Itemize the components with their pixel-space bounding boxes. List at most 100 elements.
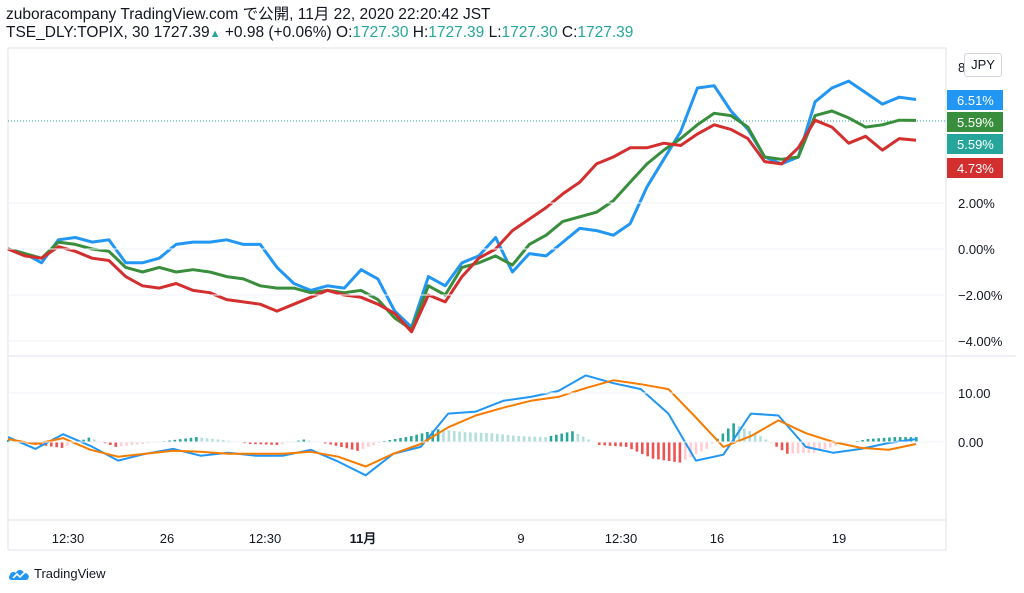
value-tag-label: 6.51% xyxy=(957,93,994,108)
value-tag-label: 5.59% xyxy=(957,137,994,152)
histogram-bar xyxy=(898,437,902,442)
histogram-bar xyxy=(823,442,827,450)
x-tick-label: 16 xyxy=(710,531,724,546)
histogram-bar xyxy=(555,434,558,442)
histogram-bar xyxy=(307,440,311,442)
chart-publish-line: zuboracompany TradingView.com で公開, 11月 2… xyxy=(6,6,491,24)
histogram-bar xyxy=(608,442,612,446)
histogram-bar xyxy=(281,442,284,444)
histogram-bar xyxy=(667,442,671,462)
histogram-bar xyxy=(657,442,660,460)
histogram-bar xyxy=(786,442,789,454)
histogram-bar xyxy=(135,442,139,445)
histogram-bar xyxy=(721,433,725,442)
histogram-bar xyxy=(700,442,703,452)
x-tick-label: 12:30 xyxy=(605,531,638,546)
histogram-bar xyxy=(872,438,875,442)
macd-axis-ticks: 10.00 0.00 xyxy=(8,386,991,450)
histogram-bar xyxy=(829,442,832,448)
histogram-bar xyxy=(141,442,144,444)
histogram-bar xyxy=(168,440,171,442)
y-tick-label: 2.00% xyxy=(958,196,995,211)
histogram-bar xyxy=(248,442,252,444)
histogram-bar xyxy=(893,437,897,442)
histogram-bar xyxy=(66,442,69,446)
histogram-bar xyxy=(759,436,762,442)
histogram-bar xyxy=(264,442,268,445)
high-value: 1727.39 xyxy=(428,24,485,41)
histogram-bar xyxy=(334,442,338,446)
histogram-bar xyxy=(576,433,580,442)
histogram-bar xyxy=(560,433,563,442)
histogram-bar xyxy=(361,442,365,449)
histogram-bar xyxy=(705,442,709,449)
histogram-bar xyxy=(297,440,300,442)
histogram-bar xyxy=(544,437,547,442)
histogram-bar xyxy=(270,442,273,445)
histogram-bar xyxy=(146,442,150,444)
histogram-bar xyxy=(598,442,601,445)
histogram-bar xyxy=(447,430,451,442)
histogram-bar xyxy=(495,433,499,442)
histogram-bar xyxy=(904,437,907,442)
histogram-bar xyxy=(624,442,628,447)
histogram-bar xyxy=(501,434,504,442)
histogram-bar xyxy=(205,438,209,442)
histogram-bar xyxy=(409,436,413,442)
x-tick-label: 11月 xyxy=(350,531,377,546)
histogram-bar xyxy=(195,437,198,442)
brand-logo[interactable]: TradingView xyxy=(8,566,106,581)
histogram-bar xyxy=(802,442,805,454)
chart-frame xyxy=(7,47,947,551)
last-value-tags: 6.51% 5.59% 5.59% 4.73% xyxy=(947,90,1003,178)
histogram-bar xyxy=(673,442,676,462)
x-tick-label: 26 xyxy=(160,531,174,546)
macd-tick-label: 0.00 xyxy=(958,435,983,450)
histogram-bar xyxy=(581,436,585,442)
histogram-bar xyxy=(630,442,633,450)
histogram-bar xyxy=(216,439,220,442)
histogram-bar xyxy=(689,442,692,458)
histogram-bar xyxy=(463,432,467,442)
histogram-bar xyxy=(12,440,15,442)
macd-lines xyxy=(7,374,917,477)
series-line-0 xyxy=(7,79,917,329)
y-tick-label: −2.00% xyxy=(958,288,1003,303)
histogram-bar xyxy=(512,435,515,442)
low-label: L: xyxy=(488,24,502,41)
currency-button[interactable]: JPY xyxy=(964,53,1002,77)
histogram-bar xyxy=(130,442,134,446)
histogram-bar xyxy=(571,431,574,442)
histogram-bar xyxy=(764,439,768,442)
histogram-bar xyxy=(587,439,590,442)
time-axis-ticks: 12:30 26 12:30 11月 9 12:30 16 19 xyxy=(52,531,847,546)
publish-info: zuboracompany TradingView.com で公開, 11月 2… xyxy=(6,6,491,23)
symbol-name[interactable]: TSE_DLY:TOPIX, 30 xyxy=(6,24,150,41)
price-axis-ticks: 2.00% 0.00% −2.00% −4.00% xyxy=(8,196,1003,349)
close-label: C: xyxy=(561,24,578,41)
open-value: 1727.30 xyxy=(352,24,409,41)
histogram-bar xyxy=(818,442,821,452)
histogram-bar xyxy=(517,436,521,442)
y-tick-label: 0.00% xyxy=(958,242,995,257)
close-value: 1727.39 xyxy=(577,24,634,41)
histogram-bar xyxy=(114,442,118,447)
histogram-bar xyxy=(189,437,193,442)
histogram-bar xyxy=(109,442,112,446)
histogram-bar xyxy=(415,434,418,442)
histogram-bar xyxy=(82,439,85,442)
value-tag xyxy=(947,158,1003,178)
histogram-bar xyxy=(469,432,472,442)
histogram-bar xyxy=(60,442,64,448)
histogram-bar xyxy=(678,442,682,463)
histogram-bar xyxy=(388,440,392,442)
histogram-bar xyxy=(125,442,128,446)
histogram-bar xyxy=(211,438,214,442)
histogram-bar xyxy=(420,433,424,442)
histogram-bar xyxy=(753,433,757,442)
histogram-bar xyxy=(479,432,483,442)
histogram-bar xyxy=(812,442,816,453)
histogram-bar xyxy=(662,442,666,461)
histogram-bar xyxy=(506,434,510,442)
